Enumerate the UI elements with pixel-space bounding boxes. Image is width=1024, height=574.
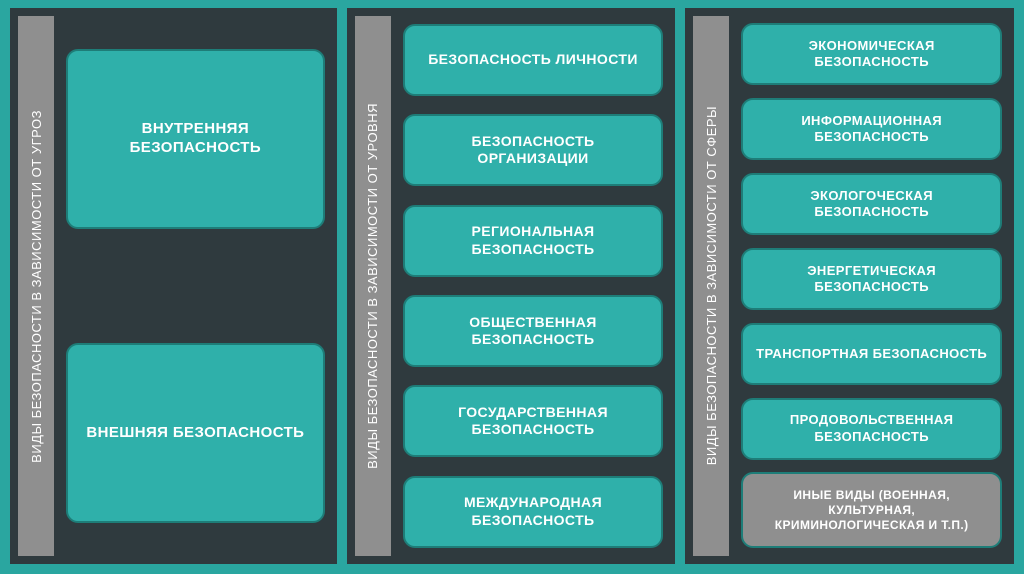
column-items-threats: ВНУТРЕННЯЯ БЕЗОПАСНОСТЬ ВНЕШНЯЯ БЕЗОПАСНО…	[62, 16, 329, 556]
column-header-threats: ВИДЫ БЕЗОПАСНОСТИ В ЗАВИСИМОСТИ ОТ УГРОЗ	[18, 16, 54, 556]
card-label: ТРАНСПОРТНАЯ БЕЗОПАСНОСТЬ	[756, 346, 987, 362]
column-items-sphere: ЭКОНОМИЧЕСКАЯ БЕЗОПАСНОСТЬ ИНФОРМАЦИОННАЯ…	[737, 16, 1006, 556]
card-label: ИНЫЕ ВИДЫ (ВОЕННАЯ, КУЛЬТУРНАЯ, КРИМИНОЛ…	[753, 488, 990, 533]
column-items-level: БЕЗОПАСНОСТЬ ЛИЧНОСТИ БЕЗОПАСНОСТЬ ОРГАНИ…	[399, 16, 668, 556]
card: МЕЖДУНАРОДНАЯ БЕЗОПАСНОСТЬ	[403, 476, 664, 548]
card-label: ГОСУДАРСТВЕННАЯ БЕЗОПАСНОСТЬ	[415, 404, 652, 439]
column-header-level: ВИДЫ БЕЗОПАСНОСТИ В ЗАВИСИМОСТИ ОТ УРОВН…	[355, 16, 391, 556]
column-level: ВИДЫ БЕЗОПАСНОСТИ В ЗАВИСИМОСТИ ОТ УРОВН…	[347, 8, 676, 564]
card: ВНУТРЕННЯЯ БЕЗОПАСНОСТЬ	[66, 49, 325, 229]
diagram-stage: ВИДЫ БЕЗОПАСНОСТИ В ЗАВИСИМОСТИ ОТ УГРОЗ…	[0, 0, 1024, 574]
card-label: ЭНЕРГЕТИЧЕСКАЯ БЕЗОПАСНОСТЬ	[753, 263, 990, 296]
card: РЕГИОНАЛЬНАЯ БЕЗОПАСНОСТЬ	[403, 205, 664, 277]
card-label: ЭКОНОМИЧЕСКАЯ БЕЗОПАСНОСТЬ	[753, 38, 990, 71]
card-label: ПРОДОВОЛЬСТВЕННАЯ БЕЗОПАСНОСТЬ	[753, 412, 990, 445]
column-header-label: ВИДЫ БЕЗОПАСНОСТИ В ЗАВИСИМОСТИ ОТ СФЕРЫ	[704, 106, 719, 465]
card-label: ВНЕШНЯЯ БЕЗОПАСНОСТЬ	[86, 424, 304, 443]
card: ЭКОЛОГОЧЕСКАЯ БЕЗОПАСНОСТЬ	[741, 173, 1002, 235]
card: БЕЗОПАСНОСТЬ ОРГАНИЗАЦИИ	[403, 114, 664, 186]
card-label: ВНУТРЕННЯЯ БЕЗОПАСНОСТЬ	[78, 120, 313, 158]
column-sphere: ВИДЫ БЕЗОПАСНОСТИ В ЗАВИСИМОСТИ ОТ СФЕРЫ…	[685, 8, 1014, 564]
card: ЭНЕРГЕТИЧЕСКАЯ БЕЗОПАСНОСТЬ	[741, 248, 1002, 310]
card: ПРОДОВОЛЬСТВЕННАЯ БЕЗОПАСНОСТЬ	[741, 398, 1002, 460]
card: ТРАНСПОРТНАЯ БЕЗОПАСНОСТЬ	[741, 323, 1002, 385]
card: ОБЩЕСТВЕННАЯ БЕЗОПАСНОСТЬ	[403, 295, 664, 367]
card: ИНЫЕ ВИДЫ (ВОЕННАЯ, КУЛЬТУРНАЯ, КРИМИНОЛ…	[741, 472, 1002, 548]
card: ГОСУДАРСТВЕННАЯ БЕЗОПАСНОСТЬ	[403, 385, 664, 457]
card-label: БЕЗОПАСНОСТЬ ЛИЧНОСТИ	[428, 51, 638, 69]
card: ЭКОНОМИЧЕСКАЯ БЕЗОПАСНОСТЬ	[741, 23, 1002, 85]
column-threats: ВИДЫ БЕЗОПАСНОСТИ В ЗАВИСИМОСТИ ОТ УГРОЗ…	[10, 8, 337, 564]
card: ВНЕШНЯЯ БЕЗОПАСНОСТЬ	[66, 343, 325, 523]
card: ИНФОРМАЦИОННАЯ БЕЗОПАСНОСТЬ	[741, 98, 1002, 160]
card-label: ИНФОРМАЦИОННАЯ БЕЗОПАСНОСТЬ	[753, 113, 990, 146]
card: БЕЗОПАСНОСТЬ ЛИЧНОСТИ	[403, 24, 664, 96]
card-label: ОБЩЕСТВЕННАЯ БЕЗОПАСНОСТЬ	[415, 314, 652, 349]
column-header-label: ВИДЫ БЕЗОПАСНОСТИ В ЗАВИСИМОСТИ ОТ УГРОЗ	[29, 110, 44, 463]
card-label: РЕГИОНАЛЬНАЯ БЕЗОПАСНОСТЬ	[415, 223, 652, 258]
column-header-sphere: ВИДЫ БЕЗОПАСНОСТИ В ЗАВИСИМОСТИ ОТ СФЕРЫ	[693, 16, 729, 556]
card-label: БЕЗОПАСНОСТЬ ОРГАНИЗАЦИИ	[415, 133, 652, 168]
card-label: ЭКОЛОГОЧЕСКАЯ БЕЗОПАСНОСТЬ	[753, 188, 990, 221]
card-label: МЕЖДУНАРОДНАЯ БЕЗОПАСНОСТЬ	[415, 494, 652, 529]
column-header-label: ВИДЫ БЕЗОПАСНОСТИ В ЗАВИСИМОСТИ ОТ УРОВН…	[365, 103, 380, 469]
